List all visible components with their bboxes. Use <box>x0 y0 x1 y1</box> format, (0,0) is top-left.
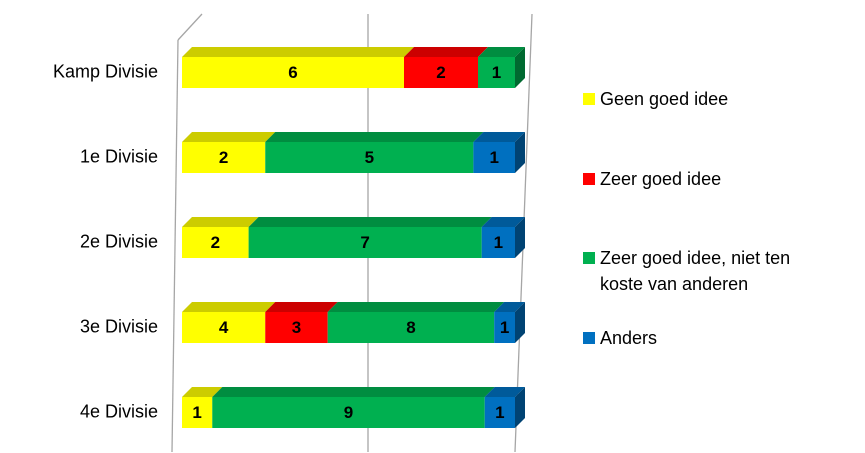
bar-top <box>481 217 525 227</box>
bar-segment <box>473 132 525 173</box>
data-label: 4 <box>219 318 229 337</box>
category-label: 4e Divisie <box>80 401 158 421</box>
bar-segment <box>182 217 259 258</box>
bar-segment <box>182 387 223 428</box>
legend-swatch <box>583 173 595 185</box>
bar-side <box>515 47 525 88</box>
category-label: 1e Divisie <box>80 146 158 166</box>
bar-front <box>481 227 515 258</box>
category-label: Kamp Divisie <box>53 61 158 81</box>
category-label: 2e Divisie <box>80 231 158 251</box>
bar-top <box>404 47 488 57</box>
data-label: 1 <box>494 233 503 252</box>
data-label: 8 <box>406 318 415 337</box>
bar-segment <box>265 302 338 343</box>
bar-segment <box>182 302 276 343</box>
bar-segment <box>484 387 525 428</box>
data-label: 1 <box>495 403 504 422</box>
bar-segment <box>212 387 495 428</box>
data-label: 6 <box>288 63 297 82</box>
bar-front <box>265 312 328 343</box>
bar-front <box>494 312 515 343</box>
bar-top <box>182 302 276 312</box>
bar-top <box>327 302 505 312</box>
data-label: 1 <box>492 63 501 82</box>
bar-front <box>484 397 515 428</box>
bar-front <box>182 397 213 428</box>
bar-front <box>182 227 249 258</box>
legend-label: Zeer goed idee, niet ten koste van ander… <box>600 248 791 294</box>
bar-front <box>404 57 478 88</box>
bar-side <box>515 132 525 173</box>
bar-segment <box>404 47 488 88</box>
legend-item: Zeer goed idee, niet ten koste van ander… <box>583 245 833 297</box>
bar-top <box>248 217 492 227</box>
data-label: 7 <box>360 233 369 252</box>
wall-line <box>177 13 203 41</box>
bar-front <box>478 57 515 88</box>
bar-top <box>212 387 495 397</box>
bar-segment <box>182 132 276 173</box>
data-label: 1 <box>192 403 201 422</box>
data-label: 9 <box>344 403 353 422</box>
legend-swatch <box>583 93 595 105</box>
legend-label: Geen goed idee <box>600 89 729 109</box>
bar-front <box>265 142 474 173</box>
bar-front <box>327 312 495 343</box>
bar-segment <box>478 47 525 88</box>
bar-front <box>248 227 482 258</box>
bar-top <box>473 132 525 142</box>
bar-side <box>515 387 525 428</box>
bar-segment <box>327 302 505 343</box>
bar-top <box>484 387 525 397</box>
data-label: 1 <box>489 148 498 167</box>
bar-segment <box>481 217 525 258</box>
bar-top <box>182 132 276 142</box>
bar-front <box>473 142 515 173</box>
bar-front <box>212 397 485 428</box>
bar-segment <box>265 132 484 173</box>
legend-swatch <box>583 332 595 344</box>
data-label: 1 <box>500 318 509 337</box>
legend-label: Zeer goed idee <box>600 169 722 189</box>
legend-item: Zeer goed idee <box>583 166 833 192</box>
bar-top <box>182 47 414 57</box>
legend-swatch <box>583 252 595 264</box>
bar-top <box>478 47 525 57</box>
bar-segment <box>248 217 492 258</box>
bar-side <box>515 217 525 258</box>
data-label: 2 <box>219 148 228 167</box>
wall-line <box>171 39 179 453</box>
bar-front <box>182 312 266 343</box>
bar-side <box>515 302 525 343</box>
data-label: 2 <box>211 233 220 252</box>
bar-top <box>182 217 259 227</box>
data-label: 5 <box>365 148 374 167</box>
legend-label: Anders <box>600 328 658 348</box>
category-label: 3e Divisie <box>80 316 158 336</box>
bar-front <box>182 142 266 173</box>
data-label: 2 <box>436 63 445 82</box>
data-label: 3 <box>292 318 301 337</box>
bar-segment <box>182 47 414 88</box>
bar-segment <box>494 302 525 343</box>
bar-front <box>182 57 404 88</box>
bar-top <box>265 132 484 142</box>
legend-item: Anders <box>583 325 833 351</box>
bar-top <box>494 302 525 312</box>
legend-item: Geen goed idee <box>583 86 833 112</box>
bar-top <box>182 387 223 397</box>
bar-top <box>265 302 338 312</box>
